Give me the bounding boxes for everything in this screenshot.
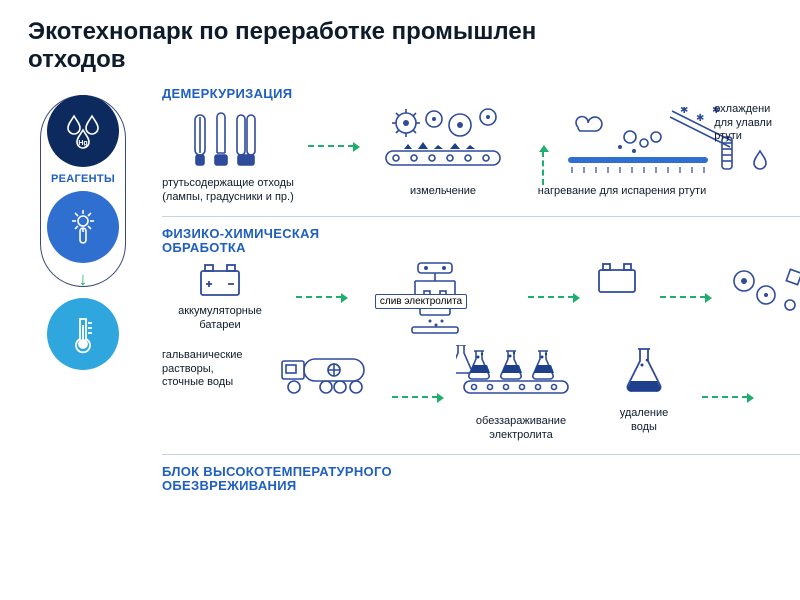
solutions-caption: гальваническиерастворы,сточные воды [162, 349, 278, 389]
battery-caption: аккумуляторныебатареи [162, 305, 278, 331]
flow-arrow-icon [296, 296, 342, 298]
heat-caption: нагревание для испарения ртути [472, 185, 772, 197]
gears-block [724, 261, 800, 321]
dewater-caption: удалениеводы [604, 407, 684, 433]
section1-title: ДЕМЕРКУРИЗАЦИЯ [162, 87, 800, 101]
section-divider [162, 216, 800, 217]
gears-shapes-icon [724, 261, 800, 321]
lamps-block: ртутьсодержащие отходы(лампы, градусники… [162, 107, 294, 203]
reagent-circle-spark [47, 191, 119, 263]
battery-out-block [592, 261, 642, 299]
content-column: ДЕМЕРКУРИЗАЦИЯ ртутьсодержащ [148, 87, 800, 499]
svg-text:✱: ✱ [696, 113, 704, 124]
flow-arrow-icon [528, 296, 574, 298]
up-arrow-icon [542, 151, 544, 185]
reagents-label: РЕАГЕНТЫ [18, 173, 148, 185]
decon-block: обеззараживаниеэлектролита [456, 345, 586, 441]
spark-tube-icon [62, 206, 104, 248]
main-layout: Hg РЕАГЕНТЫ ↓ [0, 77, 800, 499]
svg-text:✱: ✱ [680, 107, 688, 116]
lamps-caption: ртутьсодержащие отходы(лампы, градусники… [162, 177, 294, 203]
tanker-truck-icon [278, 345, 374, 399]
section2-row1: аккумуляторныебатареи [162, 261, 800, 353]
gears-conveyor-icon [368, 107, 518, 181]
flow-arrow-icon [702, 396, 748, 398]
drain-block: слив электролита [360, 261, 510, 353]
flasks-conveyor-icon [456, 345, 586, 411]
section2-row2: гальваническиерастворы,сточные воды [162, 345, 800, 441]
battery-icon [195, 261, 245, 301]
reagent-circle-therm [47, 298, 119, 370]
svg-text:Hg: Hg [78, 140, 87, 147]
flask-icon [618, 345, 670, 403]
droplets-icon: Hg [62, 110, 104, 152]
section3-title: БЛОК ВЫСОКОТЕМПЕРАТУРНОГООБЕЗВРЕЖИВАНИЯ [162, 465, 800, 494]
decon-caption: обеззараживаниеэлектролита [456, 415, 586, 441]
battery-block: аккумуляторныебатареи [162, 261, 278, 331]
flow-arrow-icon [660, 296, 706, 298]
page-title: Экотехнопарк по переработке промышленотх… [0, 0, 800, 77]
thermometer-icon [62, 313, 104, 355]
reagents-column: Hg РЕАГЕНТЫ ↓ [18, 87, 148, 499]
cooling-caption: охлажденидля улавлиртути [714, 103, 772, 143]
solutions-label-block: гальваническиерастворы,сточные воды [162, 345, 278, 389]
flow-arrow-icon [392, 396, 438, 398]
section-divider [162, 454, 800, 455]
drain-label: слив электролита [375, 294, 467, 309]
section1-row: ртутьсодержащие отходы(лампы, градусники… [162, 107, 800, 203]
dewater-block: удалениеводы [604, 345, 684, 433]
battery-icon [594, 261, 640, 299]
flow-arrow-icon [308, 145, 354, 147]
lamps-icon [189, 107, 267, 173]
reagent-circle-hg: Hg [47, 95, 119, 167]
heat-cool-block: охлажденидля улавлиртути ✱ ✱ ✱ [532, 107, 772, 197]
truck-block [278, 345, 374, 399]
section2-title: ФИЗИКО-ХИМИЧЕСКАЯОБРАБОТКА [162, 227, 800, 256]
